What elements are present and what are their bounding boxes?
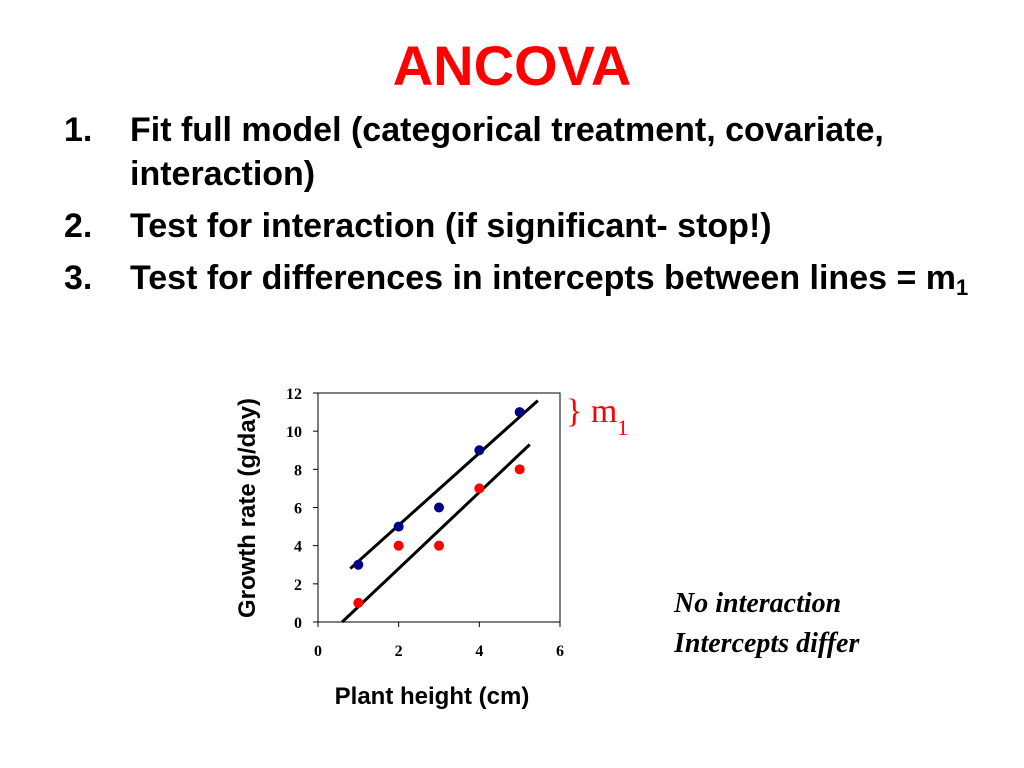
data-point-series-2 [434, 540, 444, 551]
data-point-series-2 [474, 483, 485, 494]
y-tick-label: 8 [294, 462, 302, 479]
data-point-series-1 [353, 559, 364, 570]
annotation-notes: No interaction Intercepts differ [674, 584, 859, 664]
axes: 0 2 4 6 0 2 4 6 8 10 12 [286, 386, 564, 660]
data-point-series-2 [514, 464, 525, 475]
y-tick-label: 4 [294, 539, 302, 556]
x-tick-label: 2 [395, 643, 403, 660]
step-text: Test for differences in intercepts betwe… [130, 259, 956, 297]
data-point-series-1 [474, 445, 485, 456]
x-tick-label: 4 [475, 643, 483, 660]
y-tick-label: 12 [286, 386, 302, 403]
y-tick-label: 6 [294, 501, 302, 518]
step-number: 1. [64, 111, 93, 149]
step-text: Test for interaction (if significant- st… [130, 207, 772, 245]
steps-list: 1. Fit full model (categorical treatment… [64, 108, 984, 318]
data-point-series-1 [393, 521, 404, 532]
brace-subscript: 1 [617, 415, 628, 440]
data-point-series-1 [434, 502, 444, 513]
y-axis-label: Growth rate (g/day) [234, 398, 261, 618]
data-point-series-2 [393, 540, 404, 551]
step-item: 1. Fit full model (categorical treatment… [64, 108, 984, 196]
step-text-container: Test for differences in intercepts betwe… [130, 256, 984, 310]
note-line: Intercepts differ [674, 628, 860, 659]
y-tick-label: 10 [286, 424, 302, 441]
data-point-series-1 [514, 407, 525, 418]
step-subscript: 1 [956, 275, 969, 300]
data-points [353, 407, 525, 608]
data-point-series-2 [353, 597, 364, 608]
x-tick-label: 0 [314, 643, 322, 660]
note-line: No interaction [674, 588, 842, 619]
slide-title: ANCOVA [392, 34, 632, 97]
step-item: 3. Test for differences in intercepts be… [64, 256, 984, 310]
x-tick-label: 6 [556, 643, 564, 660]
step-text: Fit full model (categorical treatment, c… [130, 111, 884, 193]
step-number: 3. [64, 259, 93, 297]
y-tick-label: 0 [294, 615, 302, 632]
brace-label: } m [566, 393, 617, 430]
step-item: 2. Test for interaction (if significant-… [64, 204, 984, 248]
step-number: 2. [64, 207, 93, 245]
fit-line-2 [341, 443, 531, 624]
x-axis-label: Plant height (cm) [335, 683, 530, 710]
fit-line-1 [349, 399, 539, 570]
fit-lines [341, 399, 539, 624]
brace-annotation: } m1 [566, 393, 628, 440]
y-tick-label: 2 [294, 577, 302, 594]
